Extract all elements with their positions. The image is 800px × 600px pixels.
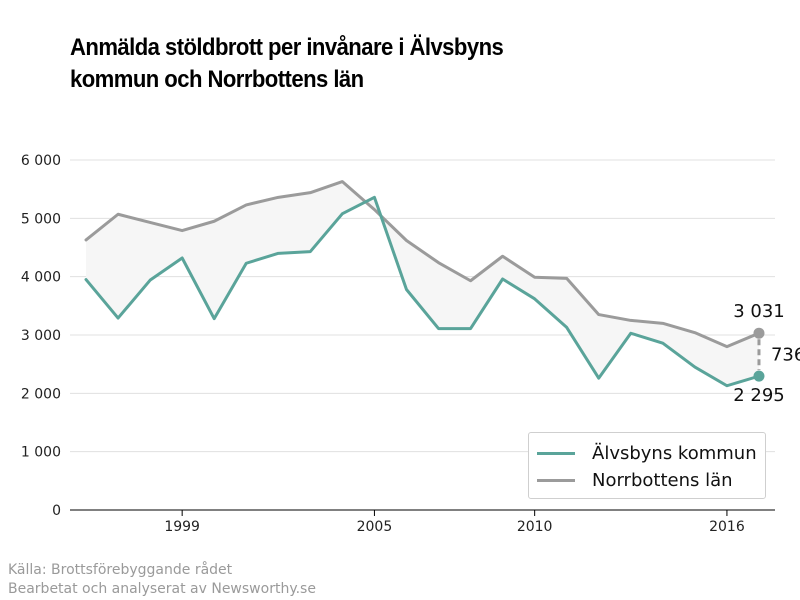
x-tick-label: 2010 <box>517 519 553 535</box>
y-tick-label: 2 000 <box>21 386 61 402</box>
series-line-alvsbyn <box>84 195 761 388</box>
label-last-alvsbyn: 2 295 <box>733 385 785 406</box>
end-point-alvsbyn <box>753 370 765 382</box>
legend-label-alvsbyn: Älvsbyns kommun <box>592 442 757 464</box>
y-tick-label: 0 <box>52 503 61 519</box>
x-tick-label: 1999 <box>164 519 200 535</box>
y-tick-label: 1 000 <box>21 445 61 461</box>
source-note: Källa: Brottsförebyggande rådet Bearbeta… <box>8 561 316 599</box>
processed-by-text: Bearbetat och analyserat av Newsworthy.s… <box>8 581 316 597</box>
legend-swatch-alvsbyn <box>537 451 575 455</box>
gap-area <box>86 181 759 386</box>
y-tick-label: 5 000 <box>21 211 61 227</box>
chart-title: Anmälda stöldbrott per invånare i Älvsby… <box>70 32 548 96</box>
legend-swatch-norrbotten <box>537 478 575 482</box>
legend-item-alvsbyn: Älvsbyns kommun <box>537 441 757 465</box>
chart-title-line-2: kommun och Norrbottens län <box>70 66 364 93</box>
legend: Älvsbyns kommun Norrbottens län <box>528 432 766 499</box>
series-line-norrbotten <box>84 180 761 349</box>
end-point-norrbotten <box>753 327 765 339</box>
y-tick-label: 6 000 <box>21 153 61 169</box>
label-last-norrbotten: 3 031 <box>733 301 785 322</box>
source-text: Källa: Brottsförebyggande rådet <box>8 562 233 578</box>
x-tick-label: 2005 <box>357 519 393 535</box>
chart-title-line-1: Anmälda stöldbrott per invånare i Älvsby… <box>70 34 504 61</box>
y-tick-label: 4 000 <box>21 270 61 286</box>
legend-label-norrbotten: Norrbottens län <box>592 469 733 491</box>
legend-item-norrbotten: Norrbottens län <box>537 468 733 492</box>
x-tick-label: 2016 <box>709 519 745 535</box>
y-tick-label: 3 000 <box>21 328 61 344</box>
label-difference: 736 <box>771 345 800 366</box>
